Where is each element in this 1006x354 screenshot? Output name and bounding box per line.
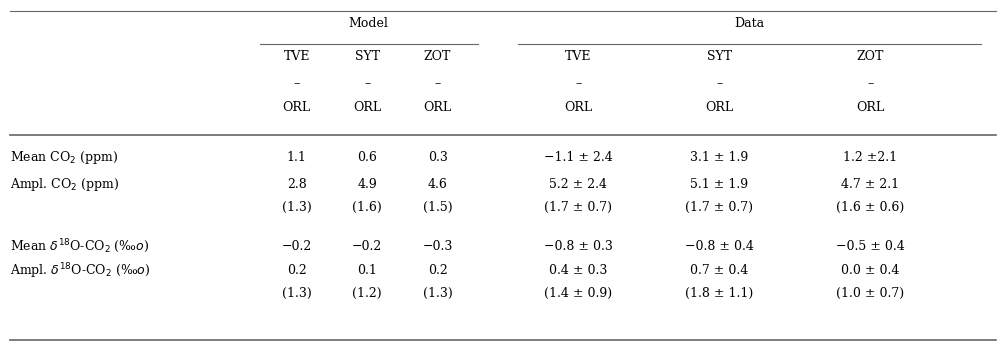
Text: ORL: ORL: [353, 102, 381, 114]
Text: 3.1 ± 1.9: 3.1 ± 1.9: [690, 151, 748, 164]
Text: ORL: ORL: [856, 102, 884, 114]
Text: (1.8 ± 1.1): (1.8 ± 1.1): [685, 287, 753, 300]
Text: –: –: [575, 77, 581, 90]
Text: (1.7 ± 0.7): (1.7 ± 0.7): [544, 201, 613, 213]
Text: Mean $\delta^{18}$O-CO$_2$ (‰$o$): Mean $\delta^{18}$O-CO$_2$ (‰$o$): [10, 237, 149, 255]
Text: −0.8 ± 0.3: −0.8 ± 0.3: [544, 240, 613, 252]
Text: −0.3: −0.3: [423, 240, 453, 252]
Text: 0.6: 0.6: [357, 151, 377, 164]
Text: Model: Model: [349, 17, 388, 29]
Text: Mean CO$_2$ (ppm): Mean CO$_2$ (ppm): [10, 149, 119, 166]
Text: −0.5 ± 0.4: −0.5 ± 0.4: [836, 240, 904, 252]
Text: (1.5): (1.5): [423, 201, 453, 213]
Text: 1.2 ±2.1: 1.2 ±2.1: [843, 151, 897, 164]
Text: SYT: SYT: [707, 50, 731, 63]
Text: 0.3: 0.3: [428, 151, 448, 164]
Text: –: –: [435, 77, 441, 90]
Text: 4.9: 4.9: [357, 178, 377, 190]
Text: ORL: ORL: [705, 102, 733, 114]
Text: 0.0 ± 0.4: 0.0 ± 0.4: [841, 264, 899, 277]
Text: 0.2: 0.2: [287, 264, 307, 277]
Text: –: –: [867, 77, 873, 90]
Text: (1.0 ± 0.7): (1.0 ± 0.7): [836, 287, 904, 300]
Text: (1.6): (1.6): [352, 201, 382, 213]
Text: −0.2: −0.2: [352, 240, 382, 252]
Text: (1.3): (1.3): [282, 201, 312, 213]
Text: TVE: TVE: [284, 50, 310, 63]
Text: Data: Data: [734, 17, 765, 29]
Text: (1.3): (1.3): [282, 287, 312, 300]
Text: –: –: [294, 77, 300, 90]
Text: (1.6 ± 0.6): (1.6 ± 0.6): [836, 201, 904, 213]
Text: (1.3): (1.3): [423, 287, 453, 300]
Text: Ampl. CO$_2$ (ppm): Ampl. CO$_2$ (ppm): [10, 176, 120, 193]
Text: 5.2 ± 2.4: 5.2 ± 2.4: [549, 178, 608, 190]
Text: 4.7 ± 2.1: 4.7 ± 2.1: [841, 178, 899, 190]
Text: TVE: TVE: [565, 50, 592, 63]
Text: 2.8: 2.8: [287, 178, 307, 190]
Text: ORL: ORL: [564, 102, 593, 114]
Text: ZOT: ZOT: [856, 50, 884, 63]
Text: (1.7 ± 0.7): (1.7 ± 0.7): [685, 201, 753, 213]
Text: –: –: [716, 77, 722, 90]
Text: 0.2: 0.2: [428, 264, 448, 277]
Text: 0.7 ± 0.4: 0.7 ± 0.4: [690, 264, 748, 277]
Text: 0.4 ± 0.3: 0.4 ± 0.3: [549, 264, 608, 277]
Text: 4.6: 4.6: [428, 178, 448, 190]
Text: (1.4 ± 0.9): (1.4 ± 0.9): [544, 287, 613, 300]
Text: −1.1 ± 2.4: −1.1 ± 2.4: [544, 151, 613, 164]
Text: ORL: ORL: [424, 102, 452, 114]
Text: 1.1: 1.1: [287, 151, 307, 164]
Text: (1.2): (1.2): [352, 287, 382, 300]
Text: ORL: ORL: [283, 102, 311, 114]
Text: 5.1 ± 1.9: 5.1 ± 1.9: [690, 178, 748, 190]
Text: 0.1: 0.1: [357, 264, 377, 277]
Text: Ampl. $\delta^{18}$O-CO$_2$ (‰$o$): Ampl. $\delta^{18}$O-CO$_2$ (‰$o$): [10, 261, 151, 281]
Text: SYT: SYT: [355, 50, 379, 63]
Text: –: –: [364, 77, 370, 90]
Text: −0.8 ± 0.4: −0.8 ± 0.4: [685, 240, 753, 252]
Text: −0.2: −0.2: [282, 240, 312, 252]
Text: ZOT: ZOT: [424, 50, 452, 63]
